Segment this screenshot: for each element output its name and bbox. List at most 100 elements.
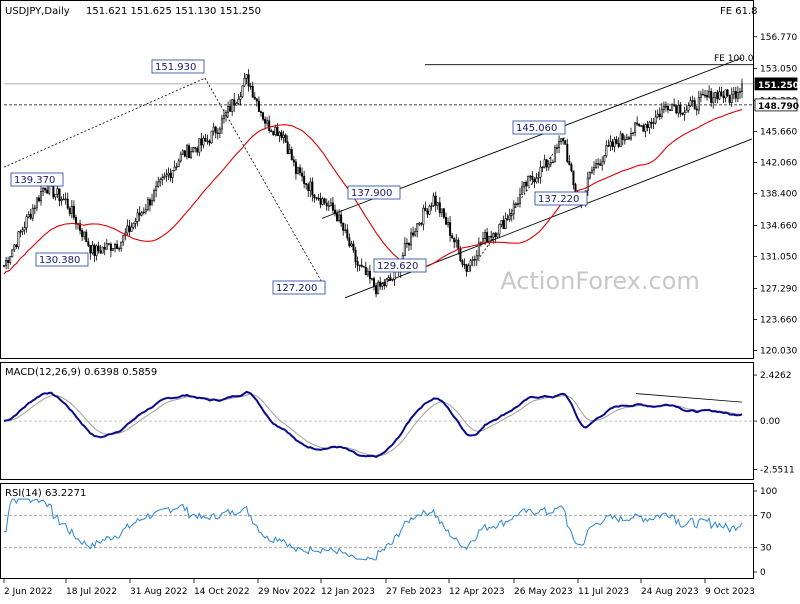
candle-body <box>233 99 236 106</box>
candle-body <box>148 199 151 206</box>
candle-body <box>730 93 733 103</box>
candle-body <box>461 260 464 265</box>
candle-body <box>403 243 406 256</box>
candle-body <box>481 238 484 244</box>
candle-body <box>599 163 602 166</box>
candle-body <box>562 138 565 141</box>
candle-body <box>338 214 341 221</box>
candle-body <box>652 122 655 124</box>
candle-body <box>516 203 519 205</box>
candle-body <box>405 242 408 245</box>
candle-body <box>218 128 221 134</box>
candle-body <box>414 231 417 236</box>
candle-body <box>440 208 443 214</box>
candle-body <box>447 222 450 225</box>
candle-body <box>736 92 739 99</box>
candle-body <box>253 96 256 100</box>
candle-body <box>383 283 386 287</box>
candle-body <box>116 244 119 249</box>
candle-body <box>161 177 164 180</box>
candle-body <box>31 208 34 219</box>
candle-body <box>457 239 460 250</box>
rsi-tick-label: 0 <box>760 568 766 578</box>
candle-body <box>62 198 65 201</box>
candle-body <box>13 244 16 251</box>
candle-body <box>157 181 160 187</box>
candle-body <box>163 176 166 178</box>
candle-body <box>155 186 158 191</box>
candle-body <box>282 134 285 138</box>
pivot-label-box <box>347 185 401 200</box>
candle-body <box>19 231 22 233</box>
candle-body <box>465 264 468 272</box>
candle-body <box>175 165 178 168</box>
candle-body <box>632 132 635 134</box>
price-tick-label: 131.050 <box>760 252 797 262</box>
rsi-panel: 100 70 30 0 <box>4 487 777 578</box>
candle-body <box>438 202 441 214</box>
candle-body <box>611 141 614 147</box>
symbol-header: USDJPY,Daily <box>5 6 70 17</box>
candle-body <box>566 143 569 162</box>
candle-body <box>89 245 92 254</box>
pivot-label-text: 137.220 <box>538 194 579 205</box>
candle-body <box>428 205 431 215</box>
candle-body <box>555 147 558 149</box>
candle-body <box>679 105 682 114</box>
candle-body <box>656 113 659 118</box>
candle-body <box>471 259 474 261</box>
candle-body <box>547 163 550 168</box>
date-axis: 2 Jun 2022 18 Jul 2022 31 Aug 2022 14 Oct 2… <box>3 579 755 597</box>
candle-body <box>634 122 637 133</box>
candle-body <box>714 92 717 98</box>
candle-body <box>650 121 653 124</box>
macd-tick-label: 0.00 <box>760 417 780 427</box>
date-tick-label: 14 Oct 2022 <box>194 587 250 597</box>
candle-body <box>728 95 731 103</box>
candle-body <box>377 281 380 295</box>
candle-body <box>58 188 61 202</box>
candle-body <box>459 249 462 261</box>
candle-body <box>469 260 472 267</box>
candle-body <box>235 103 238 106</box>
candle-body <box>179 153 182 162</box>
candle-body <box>644 124 647 132</box>
candle-body <box>257 100 260 113</box>
candle-body <box>181 150 184 155</box>
candle-body <box>342 222 345 231</box>
date-tick-label: 29 Nov 2022 <box>258 587 316 597</box>
candle-body <box>120 241 123 249</box>
candle-body <box>56 188 59 195</box>
candle-body <box>718 91 721 100</box>
candle-body <box>609 141 612 147</box>
candle-body <box>245 74 248 79</box>
candle-body <box>701 93 704 96</box>
candle-body <box>720 91 723 97</box>
candle-body <box>484 232 487 239</box>
candle-body <box>272 131 275 136</box>
candle-body <box>603 155 606 163</box>
candle-body <box>673 104 676 107</box>
candle-body <box>35 197 38 209</box>
candle-body <box>366 270 369 276</box>
candle-body <box>619 133 622 147</box>
candle-body <box>475 255 478 261</box>
pivot-label-box <box>272 280 326 295</box>
candle-body <box>662 106 665 110</box>
candle-body <box>597 163 600 165</box>
candle-body <box>385 279 388 287</box>
candle-body <box>274 126 277 136</box>
candle-body <box>621 133 624 141</box>
price-box-bg <box>754 77 798 91</box>
candle-body <box>194 147 197 149</box>
candle-body <box>95 245 98 256</box>
candle-body <box>311 181 314 196</box>
macd-header: MACD(12,26,9) 0.6398 0.5859 <box>5 367 157 378</box>
candle-body <box>44 187 47 191</box>
price-tick-label: 142.060 <box>760 158 797 168</box>
candle-body <box>29 214 32 219</box>
candle-body <box>430 205 433 207</box>
candle-body <box>646 124 649 129</box>
candle-body <box>677 105 680 114</box>
